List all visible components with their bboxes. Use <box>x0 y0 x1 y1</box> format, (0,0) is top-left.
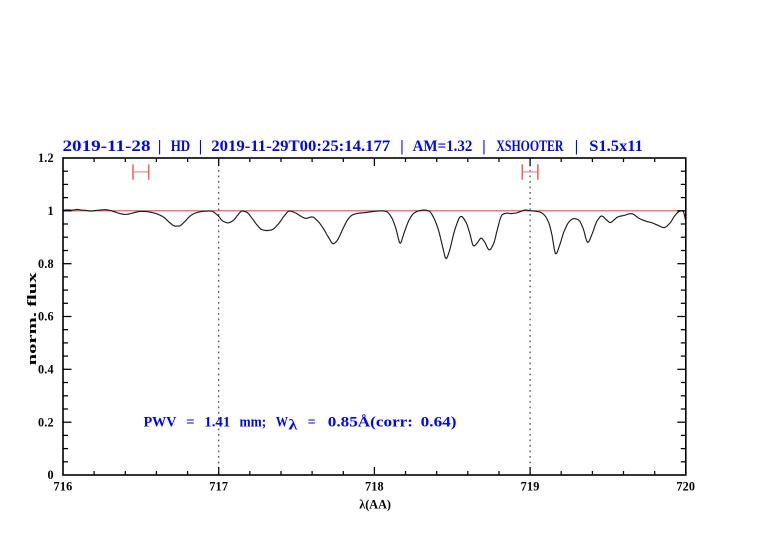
svg-text:717: 717 <box>209 480 228 494</box>
svg-text:0.85Å(corr:: 0.85Å(corr: <box>328 414 413 430</box>
svg-text:norm. flux: norm. flux <box>25 271 39 365</box>
svg-text:HD: HD <box>171 138 191 155</box>
svg-text:|: | <box>482 138 485 155</box>
svg-text:PWV: PWV <box>144 414 177 430</box>
svg-text:718: 718 <box>365 480 384 494</box>
svg-text:1.2: 1.2 <box>38 151 54 165</box>
svg-text:0: 0 <box>48 468 54 482</box>
svg-text:|: | <box>199 138 202 155</box>
svg-text:2019-11-28: 2019-11-28 <box>63 138 151 155</box>
svg-text:719: 719 <box>521 480 540 494</box>
svg-text:716: 716 <box>54 480 73 494</box>
svg-text:=: = <box>186 414 195 430</box>
svg-text:0.64): 0.64) <box>421 414 457 430</box>
svg-text:|: | <box>575 138 578 155</box>
svg-text:XSHOOTER: XSHOOTER <box>496 138 564 155</box>
svg-text:0.6: 0.6 <box>38 310 54 324</box>
svg-text:|: | <box>400 138 403 155</box>
svg-text:AM=1.32: AM=1.32 <box>413 138 473 155</box>
svg-text:λ(AA): λ(AA) <box>359 497 391 511</box>
svg-text:0.8: 0.8 <box>38 257 54 271</box>
svg-text:1: 1 <box>48 204 54 218</box>
svg-text:2019-11-29T00:25:14.177: 2019-11-29T00:25:14.177 <box>211 138 390 155</box>
svg-text:0.2: 0.2 <box>38 415 54 429</box>
svg-text:720: 720 <box>676 480 695 494</box>
svg-text:mm;: mm; <box>240 414 267 430</box>
svg-text:W: W <box>276 414 288 430</box>
svg-text:λ: λ <box>289 417 299 433</box>
svg-text:0.4: 0.4 <box>38 363 54 377</box>
svg-text:|: | <box>158 138 161 155</box>
svg-text:1.41: 1.41 <box>204 414 230 430</box>
svg-text:S1.5x11: S1.5x11 <box>589 138 643 155</box>
svg-text:=: = <box>308 414 316 430</box>
